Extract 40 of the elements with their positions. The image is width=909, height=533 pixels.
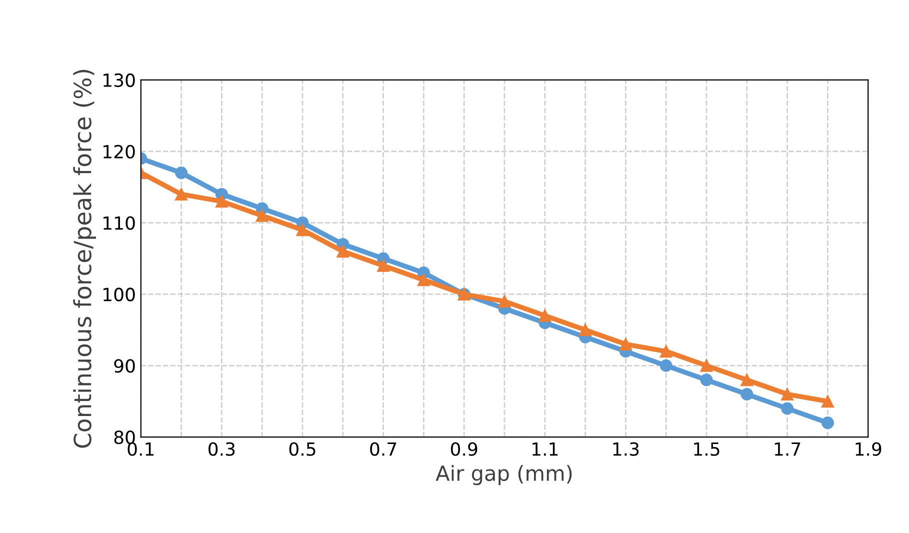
x-tick-label: 0.5 — [289, 442, 316, 456]
point — [377, 259, 390, 272]
y-tick-label: 130 — [104, 73, 135, 88]
point — [619, 338, 632, 350]
y-axis-title: Continuous force/peak force (%) — [73, 70, 96, 448]
point — [781, 402, 794, 415]
y-tick-label: 90 — [114, 359, 135, 373]
point — [175, 188, 188, 200]
x-tick-label: 1.1 — [532, 442, 558, 456]
point — [296, 224, 309, 236]
y-tick-label: 100 — [104, 288, 135, 302]
point — [740, 388, 754, 400]
point — [498, 295, 511, 308]
y-tick-label: 80 — [114, 430, 135, 444]
x-tick-label: 1.3 — [613, 442, 639, 456]
x-tick-label: 1.7 — [774, 442, 800, 456]
point — [700, 374, 713, 386]
x-tick-label: 0.9 — [450, 442, 478, 456]
point — [417, 274, 430, 286]
x-axis-title: Air gap (mm) — [436, 464, 572, 486]
y-tick-label: 110 — [104, 216, 135, 230]
point — [700, 359, 713, 372]
point — [781, 388, 794, 400]
point — [821, 416, 834, 430]
point — [660, 359, 672, 372]
y-tick-label: 120 — [104, 144, 135, 158]
point — [336, 245, 350, 258]
point — [579, 324, 592, 336]
point — [256, 209, 268, 222]
point — [175, 166, 188, 180]
x-tick-label: 0.3 — [208, 442, 235, 456]
point — [821, 395, 834, 408]
x-tick-label: 0.7 — [370, 442, 396, 456]
x-tick-label: 1.5 — [694, 442, 720, 456]
x-tick-label: 0.1 — [128, 442, 154, 456]
point — [215, 195, 228, 208]
x-tick-label: 1.9 — [856, 442, 882, 456]
point — [538, 309, 552, 322]
point — [660, 345, 672, 358]
point — [740, 374, 754, 386]
